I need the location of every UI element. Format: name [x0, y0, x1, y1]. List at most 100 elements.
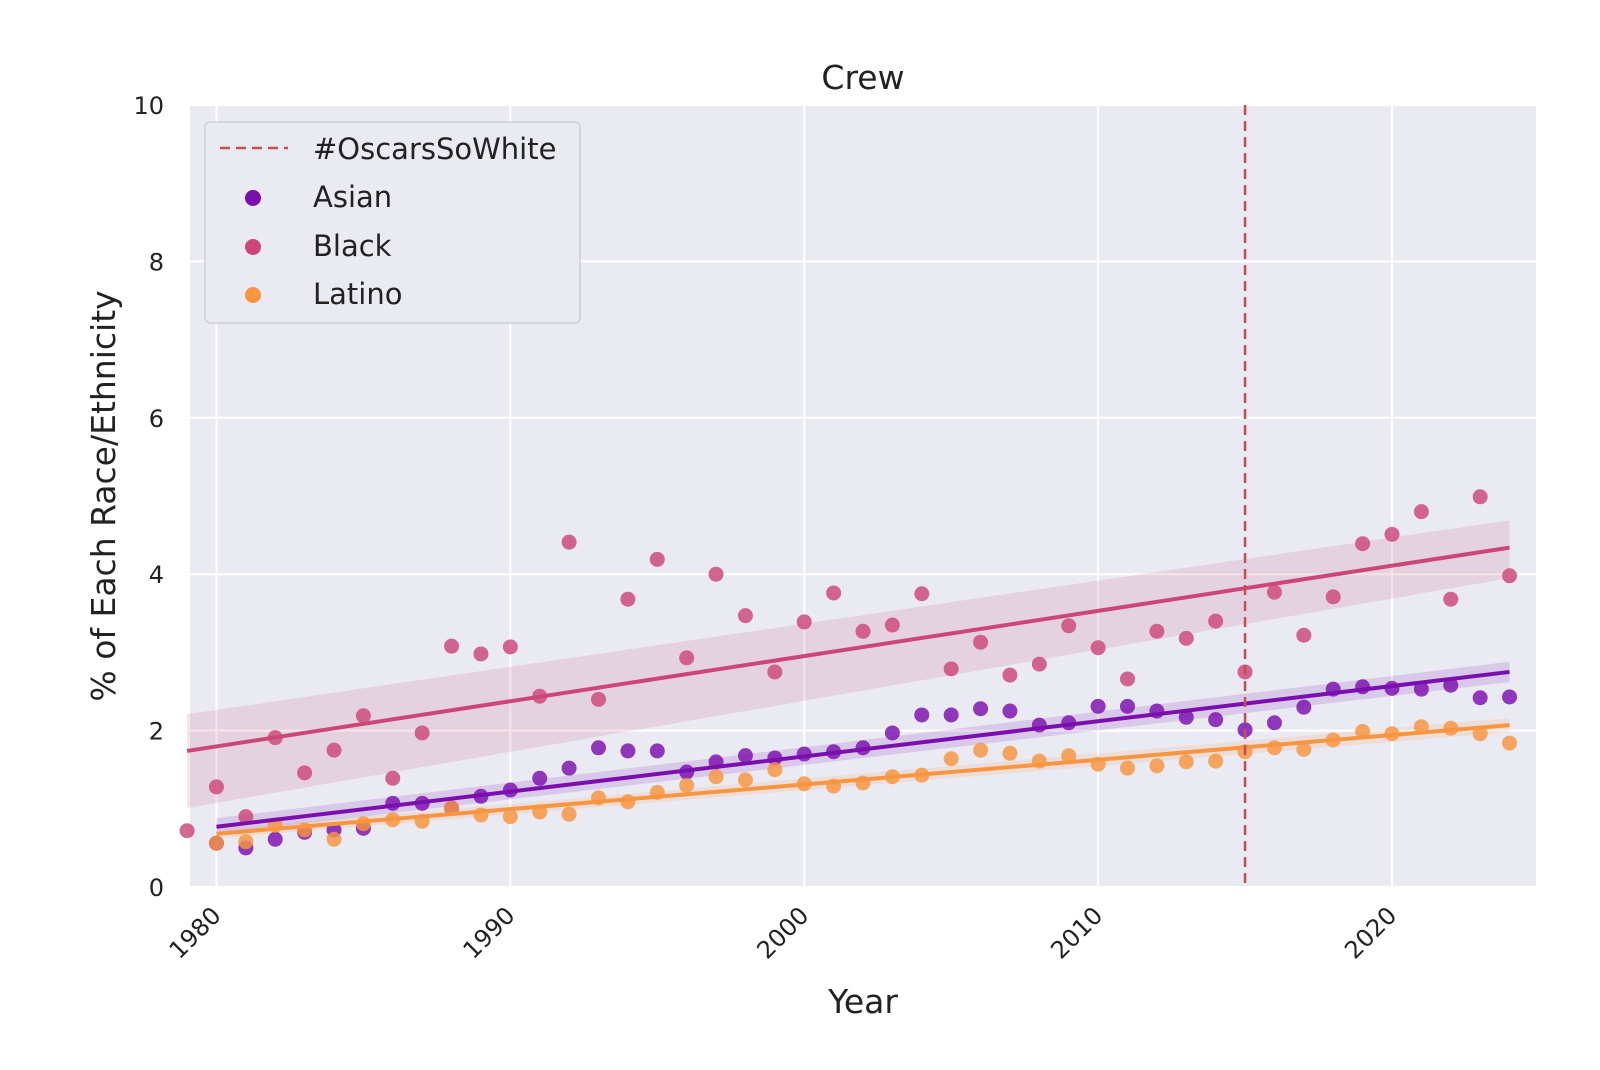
- legend-marker-black: [245, 239, 261, 255]
- asian-point: [1119, 698, 1135, 714]
- black-point: [238, 809, 254, 825]
- black-point: [444, 638, 460, 654]
- asian-trend-line: [216, 669, 1510, 829]
- latino-point: [679, 777, 695, 793]
- black-point: [737, 608, 753, 624]
- asian-point: [943, 707, 959, 723]
- asian-point: [1208, 712, 1224, 728]
- black-trend-line: [186, 545, 1510, 753]
- black-point: [1296, 627, 1312, 643]
- black-point: [826, 585, 842, 601]
- black-point: [1325, 589, 1341, 605]
- latino-point: [502, 809, 518, 825]
- latino-point: [1472, 726, 1488, 742]
- latino-point: [737, 772, 753, 788]
- black-point: [1031, 656, 1047, 672]
- y-tick-label: 8: [149, 248, 164, 276]
- black-point: [708, 566, 724, 582]
- y-tick-label: 2: [149, 718, 164, 746]
- latino-point: [708, 769, 724, 785]
- black-point: [561, 534, 577, 550]
- asian-point: [973, 701, 989, 717]
- x-tick-label: 1990: [458, 901, 521, 964]
- grid: [190, 104, 1536, 888]
- latino-point: [943, 751, 959, 767]
- latino-point: [620, 794, 636, 810]
- asian-point: [1443, 677, 1459, 693]
- y-axis-label: % of Each Race/Ethnicity: [84, 290, 123, 701]
- legend-marker-latino: [245, 287, 261, 303]
- legend-label-asian: Asian: [313, 180, 392, 214]
- asian-point: [267, 831, 283, 847]
- y-tick-label: 0: [149, 874, 164, 902]
- black-point: [1355, 536, 1371, 552]
- black-point: [1119, 671, 1135, 687]
- black-point: [385, 770, 401, 786]
- y-tick-label: 10: [133, 92, 164, 120]
- latino-point: [1208, 753, 1224, 769]
- black-point: [297, 765, 313, 781]
- latino-point: [1119, 760, 1135, 776]
- asian-point: [649, 743, 665, 759]
- asian-point: [914, 707, 930, 723]
- black-point: [914, 586, 930, 602]
- x-tick-label: 1980: [164, 901, 227, 964]
- black-point: [1502, 568, 1518, 584]
- latino-point: [238, 834, 254, 850]
- asian-point: [1472, 690, 1488, 706]
- black-point: [620, 591, 636, 607]
- x-tick-label: 2000: [751, 901, 814, 964]
- black-point: [326, 742, 342, 758]
- latino-point: [326, 831, 342, 847]
- asian-point: [884, 725, 900, 741]
- black-point: [973, 634, 989, 650]
- latino-point: [1296, 741, 1312, 757]
- y-tick-label: 6: [149, 405, 164, 433]
- black-point: [1472, 489, 1488, 505]
- black-point: [649, 551, 665, 567]
- asian-point: [737, 748, 753, 764]
- black-point: [1384, 526, 1400, 542]
- black-point: [208, 779, 224, 795]
- latino-trend-line: [216, 723, 1510, 836]
- black-point: [767, 664, 783, 680]
- latino-point: [973, 742, 989, 758]
- x-axis-label: Year: [827, 982, 898, 1021]
- black-point: [679, 650, 695, 666]
- black-point: [1061, 618, 1077, 634]
- black-point: [1208, 613, 1224, 629]
- black-point: [1413, 504, 1429, 520]
- legend-label-latino: Latino: [313, 277, 402, 311]
- black-point: [1266, 584, 1282, 600]
- black-point: [796, 614, 812, 630]
- black-point: [414, 725, 430, 741]
- black-point: [855, 623, 871, 639]
- asian-point: [532, 770, 548, 786]
- legend-label-oscarssowhite: #OscarsSoWhite: [313, 132, 556, 166]
- black-point: [1090, 640, 1106, 656]
- legend: #OscarsSoWhite Asian Black Latino: [204, 121, 581, 324]
- regression-lines: [186, 545, 1510, 836]
- latino-point: [1502, 735, 1518, 751]
- asian-point: [1090, 698, 1106, 714]
- asian-point: [561, 760, 577, 776]
- black-point: [473, 646, 489, 662]
- black-point: [179, 823, 195, 839]
- legend-marker-asian: [245, 190, 261, 206]
- latino-point: [1149, 758, 1165, 774]
- black-point: [591, 691, 607, 707]
- x-tick-label: 2020: [1339, 901, 1402, 964]
- latino-point: [1355, 723, 1371, 739]
- black-point: [355, 708, 371, 724]
- black-point: [1002, 667, 1018, 683]
- chart-title: Crew: [821, 58, 904, 97]
- black-point: [884, 617, 900, 633]
- latino-point: [767, 762, 783, 778]
- latino-point: [561, 806, 577, 822]
- asian-point: [1002, 703, 1018, 719]
- latino-point: [1061, 748, 1077, 764]
- asian-point: [1266, 715, 1282, 731]
- asian-point: [1296, 699, 1312, 715]
- asian-point: [591, 740, 607, 756]
